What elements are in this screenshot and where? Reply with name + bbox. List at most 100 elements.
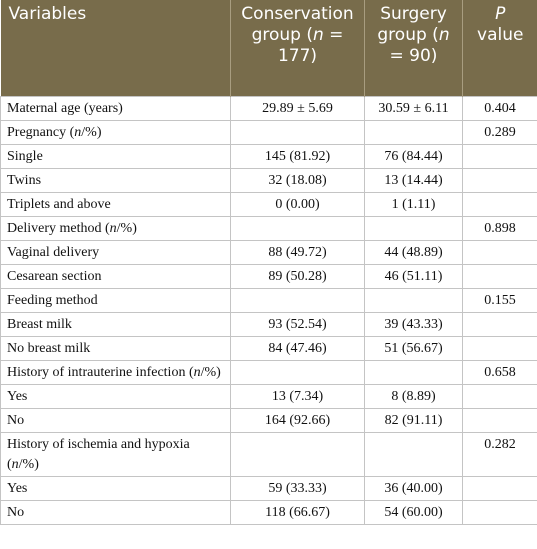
- table-row: Single 145 (81.92) 76 (84.44): [0, 144, 537, 169]
- value-cell: [230, 360, 365, 385]
- p-value: 0.155: [462, 288, 537, 313]
- value-cell: 145 (81.92): [230, 144, 365, 169]
- p-value: [462, 240, 537, 265]
- data-table: Variables Conservation group (n = 177) Sur…: [0, 0, 537, 525]
- row-label: Yes: [0, 476, 231, 501]
- row-label: Yes: [0, 384, 231, 409]
- table-row: History of ischemia and hypoxia (n/%) 0.2…: [0, 432, 537, 477]
- table-row: Maternal age (years) 29.89 ± 5.69 30.59 ± …: [0, 96, 537, 121]
- value-cell: [364, 432, 463, 477]
- text-part: n: [312, 25, 324, 45]
- p-value: [462, 192, 537, 217]
- text-part: /%): [200, 365, 221, 380]
- row-label: Maternal age (years): [0, 96, 231, 121]
- value-cell: 13 (14.44): [364, 168, 463, 193]
- value-cell: [230, 216, 365, 241]
- text-part: Delivery method (: [7, 221, 110, 236]
- value-cell: 39 (43.33): [364, 312, 463, 337]
- p-value: [462, 384, 537, 409]
- row-label: Feeding method: [0, 288, 231, 313]
- p-value: 0.658: [462, 360, 537, 385]
- header-cell: Surgery group (n = 90): [364, 0, 463, 97]
- value-cell: 164 (92.66): [230, 408, 365, 433]
- text-part: P: [495, 4, 506, 24]
- text-part: History of intrauterine infection (: [7, 365, 194, 380]
- text-part: /%): [116, 221, 137, 236]
- value-cell: 44 (48.89): [364, 240, 463, 265]
- row-label: History of intrauterine infection (n/%): [0, 360, 231, 385]
- table-row: Cesarean section 89 (50.28) 46 (51.11): [0, 264, 537, 289]
- value-cell: 89 (50.28): [230, 264, 365, 289]
- table-row: Delivery method (n/%) 0.898: [0, 216, 537, 241]
- table-row: Feeding method 0.155: [0, 288, 537, 313]
- p-value: [462, 264, 537, 289]
- value-cell: 30.59 ± 6.11: [364, 96, 463, 121]
- row-label: Cesarean section: [0, 264, 231, 289]
- table-row: Twins 32 (18.08) 13 (14.44): [0, 168, 537, 193]
- value-cell: [364, 120, 463, 145]
- p-value: [462, 500, 537, 525]
- value-cell: 76 (84.44): [364, 144, 463, 169]
- p-value: [462, 312, 537, 337]
- value-cell: [230, 288, 365, 313]
- row-label: No breast milk: [0, 336, 231, 361]
- text-part: n: [193, 365, 201, 380]
- value-cell: 32 (18.08): [230, 168, 365, 193]
- value-cell: [364, 288, 463, 313]
- value-cell: [364, 216, 463, 241]
- value-cell: 13 (7.34): [230, 384, 365, 409]
- value-cell: 36 (40.00): [364, 476, 463, 501]
- text-part: /%): [81, 125, 102, 140]
- row-label: No: [0, 408, 231, 433]
- row-label: Breast milk: [0, 312, 231, 337]
- header-row: Variables Conservation group (n = 177) Sur…: [0, 0, 537, 97]
- value-cell: 84 (47.46): [230, 336, 365, 361]
- text-part: n: [438, 25, 450, 45]
- value-cell: 59 (33.33): [230, 476, 365, 501]
- table-row: Vaginal delivery 88 (49.72) 44 (48.89): [0, 240, 537, 265]
- table-row: Triplets and above 0 (0.00) 1 (1.11): [0, 192, 537, 217]
- text-part: value: [477, 25, 524, 45]
- value-cell: [364, 360, 463, 385]
- value-cell: 0 (0.00): [230, 192, 365, 217]
- row-label: Twins: [0, 168, 231, 193]
- p-value: [462, 336, 537, 361]
- text-part: History of ischemia and hypoxia (: [7, 437, 190, 472]
- row-label: Triplets and above: [0, 192, 231, 217]
- table-row: Yes 13 (7.34) 8 (8.89): [0, 384, 537, 409]
- value-cell: 118 (66.67): [230, 500, 365, 525]
- table-row: Breast milk 93 (52.54) 39 (43.33): [0, 312, 537, 337]
- row-label: No: [0, 500, 231, 525]
- p-value: [462, 168, 537, 193]
- value-cell: 1 (1.11): [364, 192, 463, 217]
- value-cell: 82 (91.11): [364, 408, 463, 433]
- value-cell: 29.89 ± 5.69: [230, 96, 365, 121]
- table-row: Pregnancy (n/%) 0.289: [0, 120, 537, 145]
- value-cell: 93 (52.54): [230, 312, 365, 337]
- value-cell: [230, 432, 365, 477]
- header-cell: P value: [462, 0, 537, 97]
- value-cell: 88 (49.72): [230, 240, 365, 265]
- table-row: No 118 (66.67) 54 (60.00): [0, 500, 537, 525]
- row-label: Delivery method (n/%): [0, 216, 231, 241]
- row-label: Vaginal delivery: [0, 240, 231, 265]
- table-row: No 164 (92.66) 82 (91.11): [0, 408, 537, 433]
- text-part: n: [11, 457, 19, 472]
- row-label: History of ischemia and hypoxia (n/%): [0, 432, 231, 477]
- text-part: = 177): [277, 25, 344, 66]
- value-cell: 51 (56.67): [364, 336, 463, 361]
- table-row: No breast milk 84 (47.46) 51 (56.67): [0, 336, 537, 361]
- p-value: [462, 408, 537, 433]
- table-row: History of intrauterine infection (n/%) 0…: [0, 360, 537, 385]
- value-cell: 54 (60.00): [364, 500, 463, 525]
- p-value: 0.282: [462, 432, 537, 477]
- value-cell: [230, 120, 365, 145]
- header-cell: Variables: [0, 0, 231, 97]
- row-label: Single: [0, 144, 231, 169]
- row-label: Pregnancy (n/%): [0, 120, 231, 145]
- table-body: Maternal age (years) 29.89 ± 5.69 30.59 ± …: [0, 96, 537, 525]
- text-part: n: [74, 125, 82, 140]
- p-value: 0.898: [462, 216, 537, 241]
- text-part: Pregnancy (: [7, 125, 75, 140]
- p-value: [462, 476, 537, 501]
